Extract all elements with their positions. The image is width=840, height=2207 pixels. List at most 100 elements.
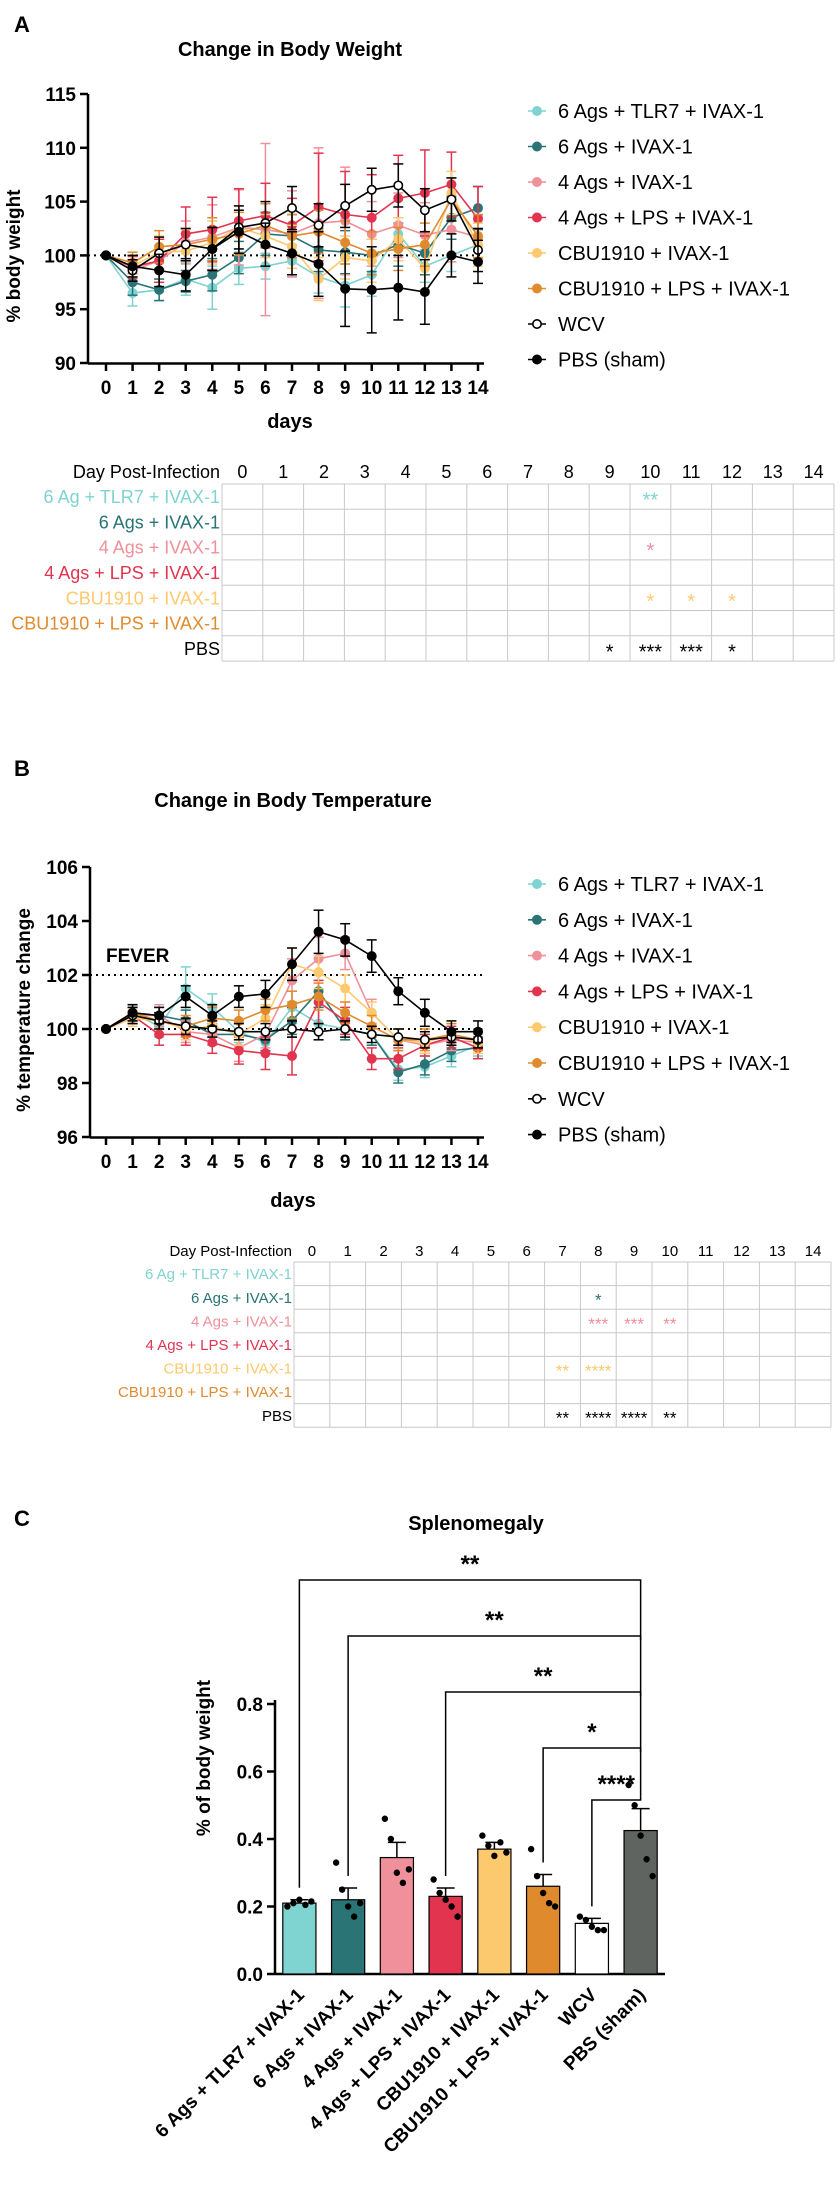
temperature-chart-title: Change in Body Temperature — [154, 790, 431, 812]
bracket-label: ** — [534, 1663, 553, 1690]
bar-data-point — [296, 1896, 303, 1903]
bar-data-point — [405, 1866, 413, 1873]
significance-bracket: ** — [347, 1607, 642, 1876]
bar-data-point — [381, 1815, 389, 1822]
temperature-x-axis-label: days — [270, 1190, 316, 1212]
significance-bracket: **** — [591, 1771, 642, 1907]
legend-item: PBS (sham) — [528, 1125, 666, 1147]
data-point — [340, 237, 351, 248]
table-column-label: 5 — [487, 1243, 495, 1260]
legend-item: 4 Ags + IVAX-1 — [528, 946, 693, 968]
legend-item: CBU1910 + IVAX-1 — [528, 243, 729, 265]
table-column-label: 2 — [319, 462, 329, 482]
splenomegaly-y-axis-label: % of body weight — [194, 1679, 215, 1836]
bracket-label: ** — [485, 1607, 504, 1634]
legend-label: 6 Ags + TLR7 + IVAX-1 — [558, 101, 764, 123]
weight-chart-title: Change in Body Weight — [178, 39, 402, 61]
data-point — [393, 180, 404, 191]
data-point — [260, 1048, 271, 1059]
legend-marker — [531, 1022, 542, 1033]
table-column-label: 5 — [441, 462, 451, 482]
bar-y-tick-label: 0.8 — [237, 1695, 263, 1716]
data-point — [313, 926, 324, 937]
bar-data-point — [625, 1781, 632, 1789]
bracket-label: ** — [461, 1551, 480, 1578]
data-point — [127, 261, 138, 272]
x-tick-label: 11 — [388, 1152, 409, 1173]
bar-data-point — [582, 1916, 590, 1924]
data-point — [233, 1045, 244, 1056]
x-tick-label: 5 — [234, 378, 245, 399]
fever-label: FEVER — [106, 946, 170, 967]
significance-mark: **** — [585, 1361, 612, 1380]
bar-y-tick-label: 0.2 — [237, 1898, 263, 1919]
significance-mark: * — [687, 591, 695, 613]
data-point — [207, 269, 218, 280]
legend-marker — [531, 1093, 542, 1104]
table-column-label: 12 — [722, 462, 742, 482]
table-row-label: PBS — [184, 639, 220, 659]
table-row-label: 4 Ags + IVAX-1 — [99, 538, 220, 558]
table-column-label: 1 — [278, 462, 288, 482]
data-point — [419, 239, 430, 250]
series-8 — [101, 209, 483, 334]
legend-marker — [531, 141, 542, 152]
significance-mark: **** — [585, 1409, 612, 1428]
bar-data-point — [356, 1899, 364, 1907]
bar-category-label: WCV — [555, 1984, 601, 2030]
x-tick-label: 9 — [340, 1152, 351, 1173]
y-tick-label: 100 — [44, 246, 76, 267]
significance-mark: * — [647, 540, 655, 562]
x-tick-label: 4 — [207, 378, 218, 399]
legend-item: 4 Ags + IVAX-1 — [528, 172, 693, 194]
bar-data-point — [302, 1901, 309, 1909]
significance-mark: * — [606, 641, 614, 663]
bracket-label: **** — [598, 1771, 636, 1798]
y-tick-label: 90 — [55, 354, 76, 375]
data-point — [286, 959, 297, 970]
temperature-significance-table: Day Post-Infection 0 1 2 3 4 5 6 7 8 9 10 11 12 13 146 … — [118, 1243, 832, 1428]
panel-label-b: B — [14, 756, 30, 781]
data-point — [419, 1059, 430, 1070]
data-point — [340, 1024, 351, 1035]
legend-item: 6 Ags + TLR7 + IVAX-1 — [528, 101, 764, 123]
legend-label: CBU1910 + IVAX-1 — [558, 243, 729, 265]
data-point — [393, 986, 404, 997]
x-tick-label: 10 — [361, 378, 382, 399]
x-tick-label: 0 — [101, 1152, 112, 1173]
bracket-line — [591, 1796, 642, 1907]
x-tick-label: 5 — [234, 1152, 245, 1173]
data-point — [180, 1021, 191, 1032]
legend-item: 4 Ags + LPS + IVAX-1 — [528, 981, 753, 1003]
data-point — [446, 250, 457, 261]
legend-marker — [531, 950, 542, 961]
table-column-label: 14 — [804, 462, 824, 482]
data-point — [446, 1026, 457, 1037]
bar-data-point — [436, 1889, 443, 1897]
splenomegaly-title: Splenomegaly — [408, 1513, 544, 1535]
table-column-label: 11 — [682, 462, 701, 482]
panel-label-c: C — [14, 1506, 30, 1531]
x-tick-label: 6 — [260, 1152, 271, 1173]
bar-data-point — [338, 1886, 346, 1893]
legend-item: WCV — [528, 1089, 605, 1111]
x-tick-label: 1 — [127, 1152, 138, 1173]
legend-marker — [531, 1129, 542, 1140]
legend-item: 6 Ags + TLR7 + IVAX-1 — [528, 874, 764, 896]
table-row-label: 4 Ags + IVAX-1 — [191, 1313, 292, 1330]
legend-label: 4 Ags + IVAX-1 — [558, 172, 693, 194]
x-tick-label: 3 — [180, 378, 191, 399]
data-point — [180, 991, 191, 1002]
bar-data-point — [308, 1898, 315, 1905]
bar-data-point — [533, 1872, 541, 1880]
legend-item: CBU1910 + LPS + IVAX-1 — [528, 279, 790, 301]
bar — [330, 1899, 366, 1975]
data-point — [446, 224, 457, 235]
data-point — [472, 1026, 483, 1037]
data-point — [233, 226, 244, 237]
y-tick-label: 104 — [46, 912, 78, 933]
bar — [525, 1885, 561, 1975]
table-column-label: 11 — [698, 1243, 714, 1260]
table-row-label: CBU1910 + IVAX-1 — [66, 588, 220, 608]
